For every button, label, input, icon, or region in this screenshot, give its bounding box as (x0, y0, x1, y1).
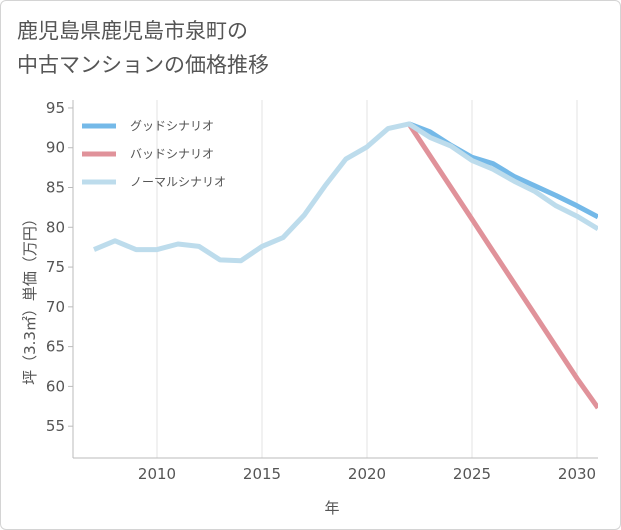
series-lines (93, 121, 598, 410)
x-tick-label-2015: 2015 (243, 465, 281, 483)
title-line-1: 鹿児島県鹿児島市泉町の (17, 19, 248, 43)
series-line-1 (406, 122, 598, 410)
tick-labels: 55 60 65 70 75 80 85 90 95 2010 2015 2020 2025 2030 (46, 99, 596, 483)
x-axis-label: 年 (324, 499, 339, 517)
y-tick-label-95: 95 (46, 99, 65, 117)
y-tick-label-60: 60 (46, 377, 65, 395)
y-tick-label-70: 70 (46, 298, 65, 316)
series-line-2 (93, 121, 598, 264)
y-tick-label-80: 80 (46, 218, 65, 236)
x-tick-label-2025: 2025 (453, 465, 491, 483)
legend-label-1: バッドシナリオ (130, 147, 214, 161)
x-tick-label-2020: 2020 (348, 465, 386, 483)
x-tick-label-2030: 2030 (558, 465, 596, 483)
legend-label-2: ノーマルシナリオ (130, 175, 226, 189)
series-line-0 (408, 121, 598, 220)
y-tick-label-55: 55 (46, 417, 65, 435)
y-axis-label: 坪（3.3㎡）単価（万円） (21, 211, 39, 385)
chart-title: 鹿児島県鹿児島市泉町の 中古マンションの価格推移 (17, 14, 577, 82)
y-tick-label-65: 65 (46, 338, 65, 356)
title-line-2: 中古マンションの価格推移 (17, 53, 269, 77)
y-tick-label-85: 85 (46, 179, 65, 197)
legend-label-0: グッドシナリオ (130, 119, 214, 133)
y-tick-label-90: 90 (46, 139, 65, 157)
x-tick-label-2010: 2010 (138, 465, 176, 483)
axes (68, 100, 598, 459)
y-tick-label-75: 75 (46, 258, 65, 276)
